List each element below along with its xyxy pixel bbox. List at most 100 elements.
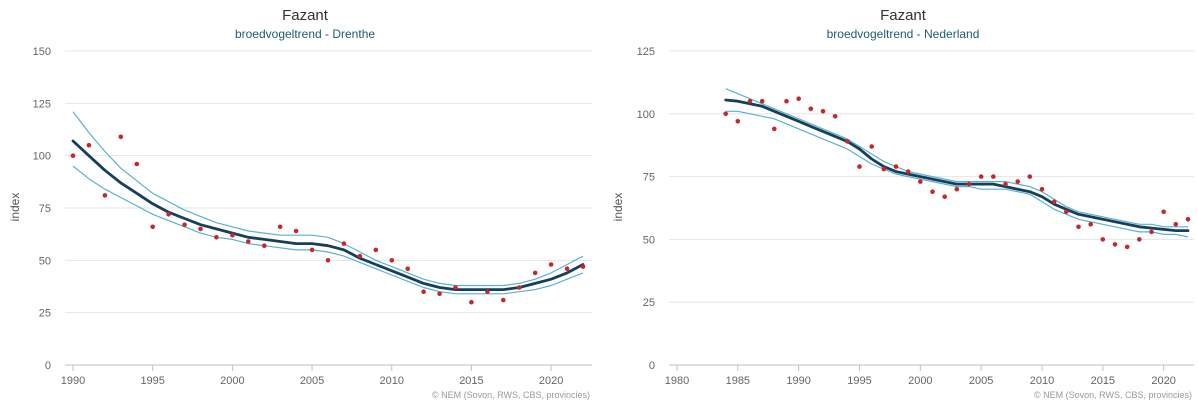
x-tick-label: 2010	[380, 375, 404, 387]
data-point	[150, 224, 155, 230]
data-point	[262, 243, 267, 248]
x-tick-label: 2015	[459, 375, 483, 387]
y-tick-label: 100	[637, 109, 655, 121]
chart-subtitle: broedvogeltrend - Drenthe	[235, 27, 375, 41]
grid-lines	[65, 50, 592, 371]
data-point	[978, 174, 984, 179]
data-point	[893, 164, 899, 169]
x-tick-label: 2020	[539, 375, 563, 387]
data-point	[532, 270, 538, 276]
y-tick-label: 125	[33, 98, 51, 110]
data-point	[1051, 199, 1057, 204]
data-point	[214, 235, 219, 240]
data-point	[966, 181, 972, 187]
x-tick-label: 1990	[61, 375, 85, 387]
data-point	[881, 166, 887, 172]
x-tick-label: 2005	[300, 375, 324, 387]
data-point	[309, 247, 315, 253]
series-line-trend	[71, 139, 585, 291]
data-point	[918, 179, 923, 184]
x-tick-label: 1990	[786, 375, 810, 387]
data-point	[293, 228, 299, 234]
data-point	[747, 98, 753, 104]
x-tick-label: 1995	[847, 375, 871, 387]
data-point	[942, 194, 947, 199]
y-tick-label: 150	[33, 46, 51, 58]
data-point	[341, 241, 347, 246]
data-point	[808, 106, 814, 112]
data-point	[501, 297, 506, 303]
data-point	[759, 98, 765, 104]
data-point	[869, 144, 874, 149]
data-point	[1112, 242, 1118, 247]
y-tick-label: 100	[33, 151, 51, 163]
y-tick-label: 25	[643, 297, 655, 309]
data-point	[485, 289, 490, 295]
data-point	[723, 111, 728, 117]
chart-title: Fazant	[880, 7, 927, 24]
x-tick-label: 2005	[969, 375, 993, 387]
data-point	[857, 164, 862, 169]
series-line-lower-bound	[72, 165, 584, 295]
x-tick-label: 2000	[220, 375, 244, 387]
data-point	[198, 226, 203, 232]
data-point	[1088, 222, 1093, 227]
data-point	[548, 262, 554, 267]
data-point	[1039, 186, 1045, 192]
data-point	[246, 239, 251, 244]
series-line-lower-bound	[725, 110, 1189, 238]
x-tick-label: 2010	[1030, 375, 1054, 387]
credit-text: © NEM (Sovon, RWS, CBS, provincies)	[432, 390, 590, 400]
y-tick-label: 50	[643, 234, 655, 246]
data-point	[325, 258, 331, 263]
data-point	[437, 291, 442, 297]
data-point	[182, 222, 187, 227]
data-point	[102, 193, 108, 198]
data-point	[796, 96, 801, 101]
data-point	[954, 186, 960, 192]
data-point	[166, 212, 171, 217]
data-point	[832, 114, 838, 119]
data-point	[1137, 237, 1142, 242]
y-tick-label: 25	[39, 308, 51, 320]
data-point	[86, 142, 92, 148]
x-tick-label: 1995	[140, 375, 164, 387]
x-tick-label: 2015	[1091, 375, 1115, 387]
data-point	[1100, 237, 1106, 242]
series-line-upper-bound	[72, 111, 584, 287]
series-line-trend	[724, 98, 1190, 232]
y-axis-label: index	[611, 193, 625, 222]
y-tick-label: 50	[39, 255, 51, 267]
data-point	[1064, 209, 1069, 215]
plot-area	[70, 111, 586, 305]
data-point	[1027, 174, 1033, 179]
plot-area	[723, 88, 1191, 250]
chart-drenthe: Fazant broedvogeltrend - Drenthe index 0…	[8, 7, 592, 400]
data-point	[118, 134, 124, 140]
data-point	[469, 299, 474, 305]
data-point	[845, 139, 850, 144]
tick-labels: 0 25 50 75 100 125 150 1990 1995 2000 2005 2010 2015…	[33, 46, 564, 387]
grid-lines	[669, 50, 1194, 371]
data-point	[1161, 209, 1166, 215]
y-tick-label: 0	[45, 360, 51, 372]
chart-title: Fazant	[282, 7, 329, 24]
tick-labels: 0 25 50 75 100 125 1980 1985 1990 1995 2000 2005 201…	[637, 46, 1176, 387]
data-point	[405, 266, 411, 272]
data-point	[1173, 222, 1179, 227]
data-point	[564, 266, 570, 272]
x-tick-label: 2000	[908, 375, 932, 387]
data-point	[1185, 217, 1191, 222]
data-point	[1149, 229, 1154, 235]
data-point	[1015, 179, 1020, 184]
data-point	[1124, 244, 1130, 250]
data-point	[421, 289, 426, 295]
data-point	[991, 174, 996, 179]
x-tick-label: 1985	[726, 375, 750, 387]
y-tick-label: 75	[643, 172, 655, 184]
data-point	[70, 153, 76, 158]
data-point	[1076, 224, 1081, 230]
data-point	[580, 264, 586, 269]
chart-subtitle: broedvogeltrend - Nederland	[827, 27, 980, 41]
data-point	[784, 98, 789, 104]
